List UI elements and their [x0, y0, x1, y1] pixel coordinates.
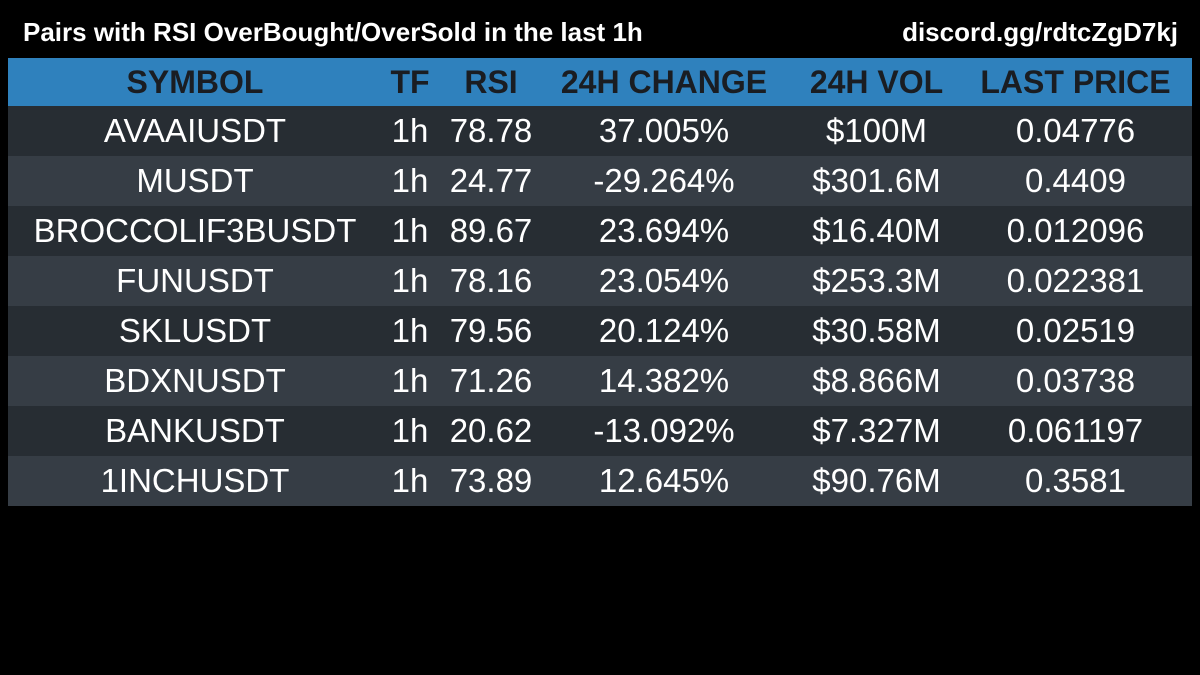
- page-title: Pairs with RSI OverBought/OverSold in th…: [23, 17, 643, 47]
- rsi-table: SYMBOL TF RSI 24H CHANGE 24H VOL LAST PR…: [8, 58, 1192, 506]
- table-row: MUSDT 1h 24.77 -29.264% $301.6M 0.4409: [8, 156, 1192, 206]
- table-row: BROCCOLIF3BUSDT 1h 89.67 23.694% $16.40M…: [8, 206, 1192, 256]
- rsi-cell: 73.89: [449, 462, 533, 499]
- rsi-cell: 20.62: [449, 412, 533, 449]
- table-row: AVAAIUSDT 1h 78.78 37.005% $100M 0.04776: [8, 106, 1192, 156]
- rsi-cell: 71.26: [449, 362, 533, 399]
- change-cell: 23.054%: [598, 262, 730, 299]
- volume-cell: $30.58M: [812, 312, 941, 349]
- top-bar: Pairs with RSI OverBought/OverSold in th…: [0, 0, 1200, 58]
- price-cell: 0.04776: [1015, 112, 1136, 149]
- table-row: 1INCHUSDT 1h 73.89 12.645% $90.76M 0.358…: [8, 456, 1192, 506]
- rsi-cell: 89.67: [449, 212, 533, 249]
- column-header-rsi[interactable]: RSI: [464, 63, 518, 100]
- change-cell: 14.382%: [598, 362, 730, 399]
- symbol-cell: MUSDT: [136, 162, 254, 199]
- change-cell: 20.124%: [598, 312, 730, 349]
- tf-cell: 1h: [391, 162, 429, 199]
- column-header-24h-change[interactable]: 24H CHANGE: [560, 63, 768, 100]
- symbol-cell: BANKUSDT: [105, 412, 285, 449]
- change-cell: 37.005%: [598, 112, 730, 149]
- discord-link[interactable]: discord.gg/rdtcZgD7kj: [902, 17, 1178, 47]
- volume-cell: $253.3M: [812, 262, 941, 299]
- tf-cell: 1h: [391, 412, 429, 449]
- change-cell: -29.264%: [593, 162, 735, 199]
- volume-cell: $7.327M: [812, 412, 941, 449]
- symbol-cell: BDXNUSDT: [104, 362, 286, 399]
- tf-cell: 1h: [391, 112, 429, 149]
- volume-cell: $8.866M: [812, 362, 941, 399]
- symbol-cell: BROCCOLIF3BUSDT: [33, 212, 357, 249]
- column-header-symbol[interactable]: SYMBOL: [126, 63, 264, 100]
- column-header-24h-vol[interactable]: 24H VOL: [809, 63, 944, 100]
- change-cell: 23.694%: [598, 212, 730, 249]
- rsi-cell: 78.78: [449, 112, 533, 149]
- tf-cell: 1h: [391, 312, 429, 349]
- volume-cell: $90.76M: [812, 462, 941, 499]
- table-header: SYMBOL TF RSI 24H CHANGE 24H VOL LAST PR…: [8, 58, 1192, 106]
- volume-cell: $301.6M: [812, 162, 941, 199]
- price-cell: 0.4409: [1025, 162, 1126, 199]
- volume-cell: $100M: [826, 112, 927, 149]
- column-header-last-price[interactable]: LAST PRICE: [980, 63, 1171, 100]
- rsi-cell: 24.77: [449, 162, 533, 199]
- change-cell: 12.645%: [598, 462, 730, 499]
- price-cell: 0.03738: [1015, 362, 1136, 399]
- table-row: FUNUSDT 1h 78.16 23.054% $253.3M 0.02238…: [8, 256, 1192, 306]
- tf-cell: 1h: [391, 362, 429, 399]
- symbol-cell: AVAAIUSDT: [103, 112, 287, 149]
- volume-cell: $16.40M: [812, 212, 941, 249]
- symbol-cell: FUNUSDT: [116, 262, 274, 299]
- tf-cell: 1h: [391, 212, 429, 249]
- change-cell: -13.092%: [593, 412, 735, 449]
- table-row: BDXNUSDT 1h 71.26 14.382% $8.866M 0.0373…: [8, 356, 1192, 406]
- symbol-cell: SKLUSDT: [118, 312, 272, 349]
- column-header-tf[interactable]: TF: [390, 63, 430, 100]
- rsi-cell: 78.16: [449, 262, 533, 299]
- price-cell: 0.022381: [1006, 262, 1145, 299]
- price-cell: 0.02519: [1015, 312, 1136, 349]
- tf-cell: 1h: [391, 462, 429, 499]
- rsi-cell: 79.56: [449, 312, 533, 349]
- table-row: SKLUSDT 1h 79.56 20.124% $30.58M 0.02519: [8, 306, 1192, 356]
- tf-cell: 1h: [391, 262, 429, 299]
- table-row: BANKUSDT 1h 20.62 -13.092% $7.327M 0.061…: [8, 406, 1192, 456]
- price-cell: 0.012096: [1006, 212, 1145, 249]
- price-cell: 0.061197: [1007, 412, 1144, 449]
- symbol-cell: 1INCHUSDT: [100, 462, 290, 499]
- price-cell: 0.3581: [1025, 462, 1126, 499]
